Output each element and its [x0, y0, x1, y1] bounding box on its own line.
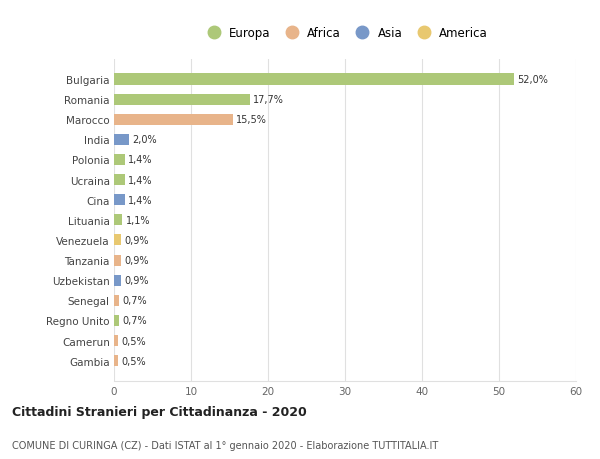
- Bar: [114, 295, 119, 306]
- Legend: Europa, Africa, Asia, America: Europa, Africa, Asia, America: [202, 27, 488, 40]
- Text: 0,7%: 0,7%: [122, 316, 147, 326]
- Bar: [114, 155, 125, 166]
- Bar: [114, 195, 125, 206]
- Text: 0,9%: 0,9%: [124, 275, 149, 285]
- Text: 0,7%: 0,7%: [122, 296, 147, 306]
- Text: 0,9%: 0,9%: [124, 235, 149, 246]
- Bar: [114, 114, 233, 125]
- Text: 0,5%: 0,5%: [121, 356, 146, 366]
- Text: Cittadini Stranieri per Cittadinanza - 2020: Cittadini Stranieri per Cittadinanza - 2…: [12, 405, 307, 418]
- Text: 1,4%: 1,4%: [128, 155, 152, 165]
- Text: COMUNE DI CURINGA (CZ) - Dati ISTAT al 1° gennaio 2020 - Elaborazione TUTTITALIA: COMUNE DI CURINGA (CZ) - Dati ISTAT al 1…: [12, 440, 438, 450]
- Bar: [114, 174, 125, 186]
- Text: 0,5%: 0,5%: [121, 336, 146, 346]
- Bar: [114, 355, 118, 366]
- Text: 1,4%: 1,4%: [128, 195, 152, 205]
- Text: 17,7%: 17,7%: [253, 95, 284, 105]
- Bar: [114, 315, 119, 326]
- Bar: [114, 255, 121, 266]
- Text: 1,4%: 1,4%: [128, 175, 152, 185]
- Bar: [114, 134, 130, 146]
- Text: 1,1%: 1,1%: [125, 215, 150, 225]
- Bar: [114, 235, 121, 246]
- Bar: [114, 335, 118, 346]
- Bar: [114, 215, 122, 226]
- Text: 2,0%: 2,0%: [133, 135, 157, 145]
- Text: 52,0%: 52,0%: [517, 75, 548, 85]
- Text: 0,9%: 0,9%: [124, 256, 149, 265]
- Bar: [114, 74, 514, 85]
- Bar: [114, 95, 250, 106]
- Bar: [114, 275, 121, 286]
- Text: 15,5%: 15,5%: [236, 115, 268, 125]
